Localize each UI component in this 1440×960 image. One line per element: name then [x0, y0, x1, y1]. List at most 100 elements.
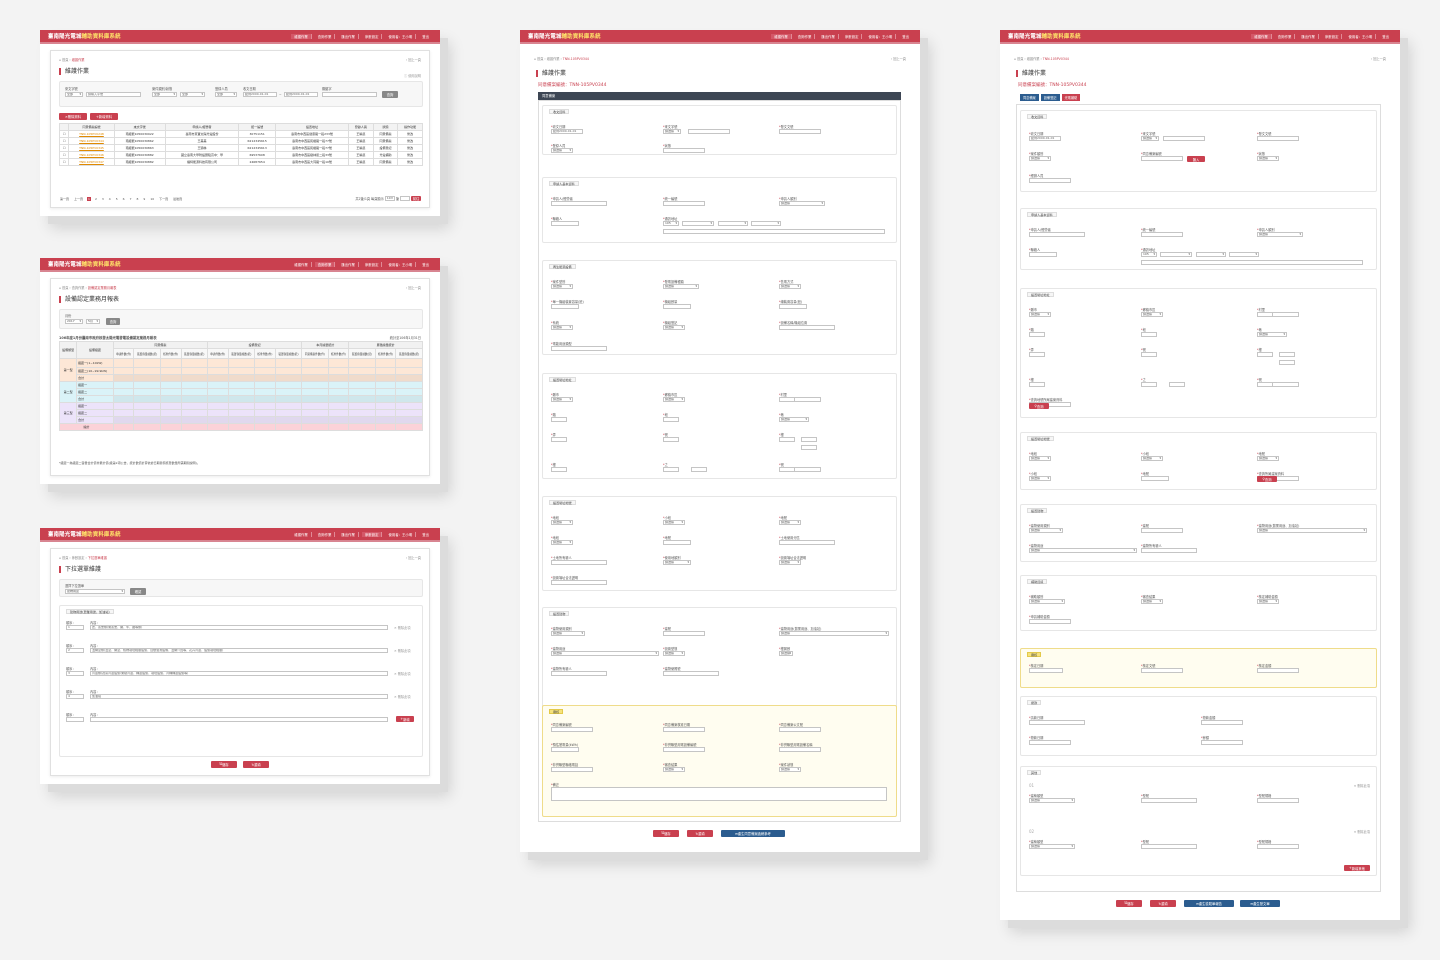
page-link[interactable]: 最後頁	[173, 197, 183, 201]
reset-button[interactable]: ↻ 重填	[243, 761, 269, 768]
field-input[interactable]	[551, 560, 607, 565]
field-select[interactable]: 請選擇	[663, 129, 681, 134]
field-input[interactable]	[1257, 382, 1273, 387]
keyword-input[interactable]	[322, 92, 377, 97]
nav-user[interactable]: 使用者：王小明	[385, 33, 417, 39]
field-select[interactable]: 請選擇	[1029, 599, 1065, 604]
table-row[interactable]: ☐ TNN-105PV0347 南經能1050030882 福特能源科技有限公司 246…	[58, 158, 423, 166]
field-input[interactable]	[1141, 332, 1157, 337]
field-select[interactable]: 請選擇	[1257, 599, 1279, 604]
crumb-maintenance[interactable]: 維護作業	[546, 57, 560, 61]
page-link[interactable]: 3	[101, 197, 104, 201]
field-select[interactable]: 請選擇	[663, 560, 691, 565]
date-from-input[interactable]: 範例2000-01-01	[243, 92, 277, 97]
field-input[interactable]	[663, 417, 679, 422]
field-input[interactable]	[663, 437, 679, 442]
year-select[interactable]: 2017	[65, 319, 83, 324]
field-input[interactable]: 範例2000-01-01	[1029, 136, 1061, 141]
nav-user[interactable]: 使用者：王小明	[1345, 33, 1377, 39]
field-input[interactable]	[1141, 798, 1197, 803]
search-button[interactable]: 查詢	[382, 91, 398, 98]
delete-item-link[interactable]: ✕ 刪除此項	[394, 649, 411, 653]
order-input[interactable]: 3	[66, 671, 84, 676]
tab-consent[interactable]: 同意備案	[1020, 94, 1039, 101]
field-select[interactable]: 請選擇	[551, 651, 659, 656]
field-select[interactable]: 請選擇	[779, 284, 801, 289]
field-select[interactable]: 請選擇	[1029, 156, 1051, 161]
import-button[interactable]: 匯入	[1187, 156, 1205, 162]
field-select[interactable]: 請選擇	[663, 520, 685, 525]
nav-export[interactable]: 匯出作業	[1298, 33, 1319, 39]
field-input[interactable]	[551, 767, 593, 772]
content-input[interactable]: 加油站	[90, 694, 388, 699]
field-select[interactable]: 請選擇	[779, 560, 801, 565]
field-input[interactable]	[663, 467, 679, 472]
row-checkbox[interactable]: ☐	[58, 158, 70, 166]
field-select[interactable]: 請選擇	[551, 284, 573, 289]
field-input[interactable]	[1279, 352, 1295, 357]
save-button[interactable]: 🖫 儲存	[211, 761, 237, 768]
nav-query[interactable]: 查詢作業	[1275, 33, 1296, 39]
city-select[interactable]	[1160, 252, 1192, 257]
content-input[interactable]: 溫網室類(溫室、網室、植物栽培相關設施、自動灌溉設備、溫網介質等、花卉育苗、設施…	[90, 648, 388, 653]
field-select[interactable]: 請選擇	[1029, 844, 1075, 849]
field-input[interactable]	[1141, 548, 1197, 553]
case-link[interactable]: TNN-105PV0347	[68, 158, 115, 166]
page-link[interactable]: 1	[87, 197, 91, 201]
field-input[interactable]	[1141, 352, 1157, 357]
field-input[interactable]	[551, 671, 607, 676]
field-select[interactable]: 請選擇	[663, 767, 685, 772]
field-select[interactable]: 請選擇	[663, 284, 699, 289]
row-checkbox[interactable]: ☐	[58, 151, 70, 159]
save-button[interactable]: 🖫 儲存	[1116, 900, 1142, 907]
field-select[interactable]: 請選擇	[779, 631, 889, 636]
field-input[interactable]	[1029, 619, 1071, 624]
field-input[interactable]	[1141, 382, 1157, 387]
doc-no-select[interactable]: 全部	[65, 92, 83, 97]
nav-maintenance[interactable]: 維護作業	[291, 33, 312, 39]
field-input[interactable]	[1169, 382, 1185, 387]
content-input[interactable]	[90, 717, 388, 722]
other-index[interactable]: 01	[1029, 783, 1035, 788]
crumb-home[interactable]: 首頁	[1017, 57, 1024, 61]
nav-user[interactable]: 使用者：王小明	[865, 33, 897, 39]
field-input[interactable]	[1257, 352, 1273, 357]
page-link[interactable]: 10	[150, 197, 155, 201]
case-link[interactable]: TNN-105PV0346	[68, 151, 115, 159]
village-select[interactable]	[1229, 252, 1259, 257]
page-link[interactable]: 7	[129, 197, 132, 201]
field-select[interactable]: 請選擇	[551, 520, 573, 525]
order-input[interactable]	[66, 717, 84, 722]
delete-other-link[interactable]: ✕ 刪除此項	[1353, 830, 1370, 834]
field-input[interactable]	[551, 304, 579, 309]
address-input[interactable]	[663, 229, 885, 234]
field-input[interactable]	[1257, 844, 1299, 849]
field-select[interactable]: 請選擇	[779, 767, 801, 772]
field-input[interactable]	[691, 467, 707, 472]
field-input[interactable]	[1029, 720, 1085, 725]
field-select[interactable]: 請選擇	[779, 651, 793, 656]
delete-item-link[interactable]: ✕ 刪除此項	[394, 672, 411, 676]
field-input[interactable]	[551, 437, 567, 442]
nav-query[interactable]: 查詢作業	[314, 261, 336, 267]
back-link[interactable]: ‹ 回上一頁	[405, 58, 421, 62]
field-select[interactable]: 請選擇	[779, 201, 825, 206]
field-input[interactable]	[779, 727, 821, 732]
field-input[interactable]	[1279, 360, 1295, 365]
order-input[interactable]: 2	[66, 648, 84, 653]
nav-settings[interactable]: 參數設定	[1322, 33, 1343, 39]
field-input[interactable]	[1029, 252, 1057, 257]
generate-inspection-button[interactable]: ✉ 產生檢驗單報告	[1184, 900, 1234, 907]
back-link[interactable]: ‹ 回上一頁	[405, 556, 421, 560]
field-input[interactable]	[1029, 382, 1045, 387]
row-checkbox[interactable]: ☐	[58, 130, 70, 138]
field-input[interactable]	[779, 747, 821, 752]
date-to-input[interactable]: 範例2000-01-01	[284, 92, 318, 97]
user-select[interactable]: 全部	[215, 92, 237, 97]
field-select[interactable]: 請選擇	[1029, 528, 1063, 533]
field-select[interactable]: 請選擇	[663, 397, 685, 402]
generate-letter-button[interactable]: ✉ 產生同意備案函稿參考	[721, 830, 785, 837]
field-select[interactable]: 請選擇	[1141, 599, 1163, 604]
field-input[interactable]	[1029, 232, 1085, 237]
nav-user[interactable]: 使用者：王小明	[385, 261, 417, 267]
